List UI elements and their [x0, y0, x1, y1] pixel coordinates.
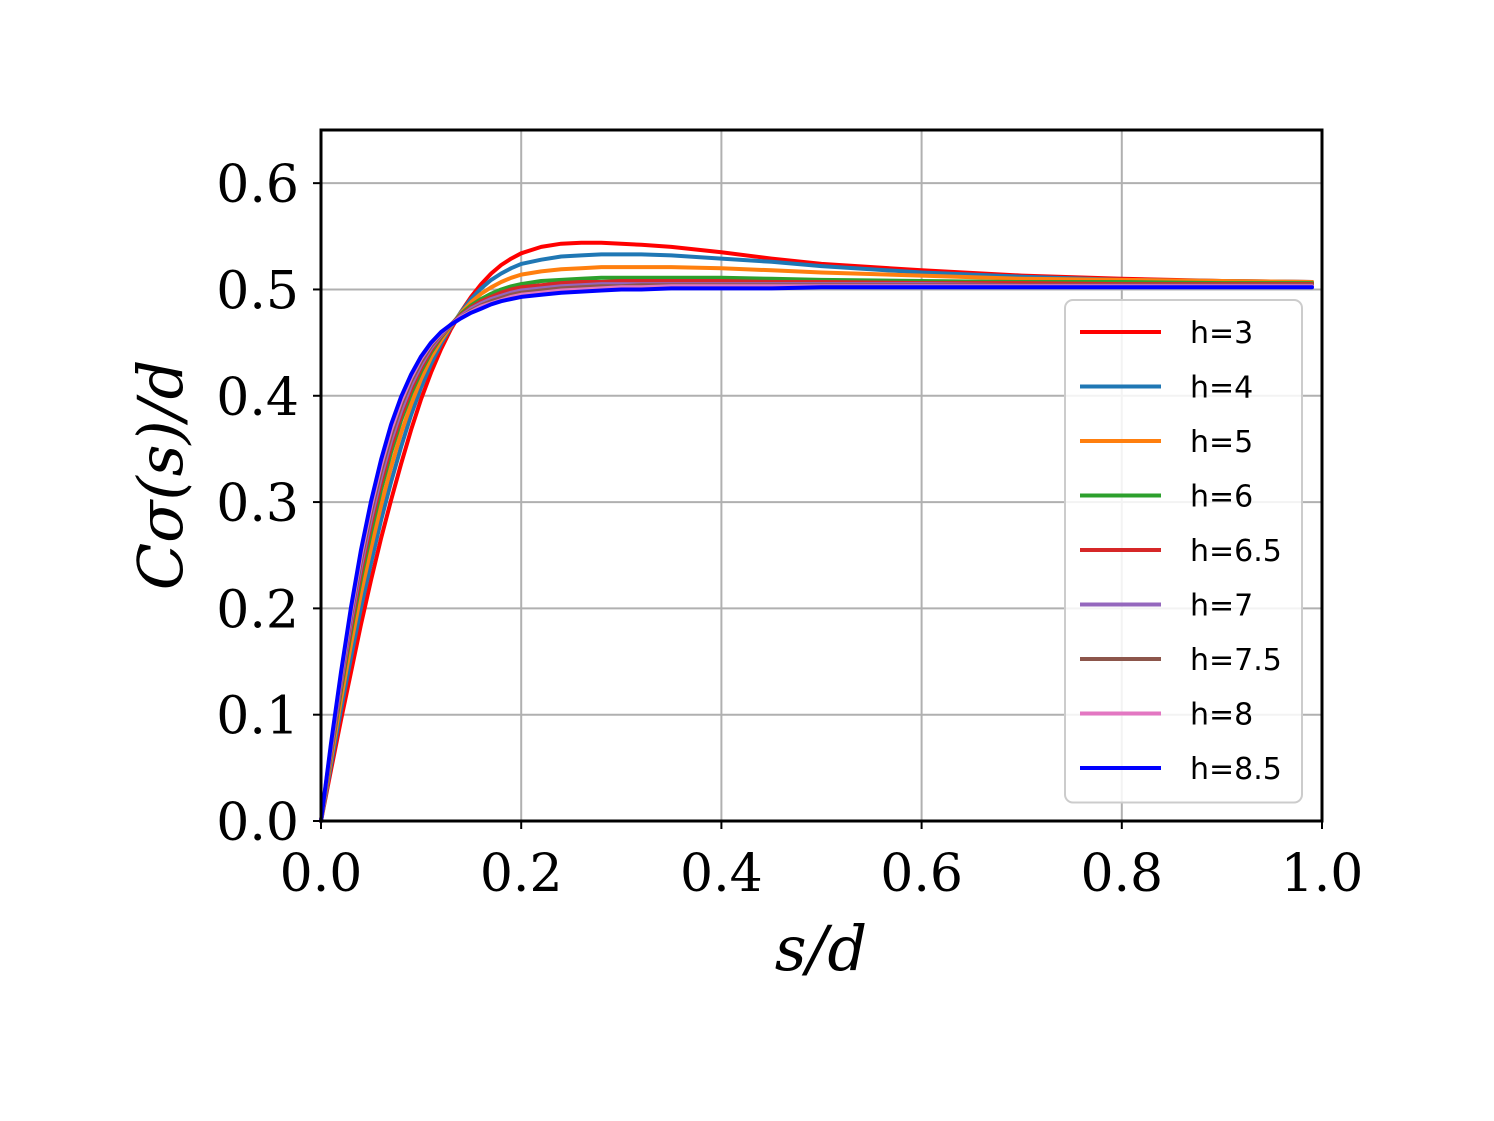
y-tick-label: 0.4 [216, 368, 299, 428]
x-tick-label: 0.4 [680, 844, 763, 904]
x-axis-label: s/d [775, 912, 867, 985]
y-tick-label: 0.2 [216, 580, 299, 640]
legend-label: h=6.5 [1190, 534, 1282, 569]
y-tick-label: 0.6 [216, 155, 299, 215]
y-tick-label: 0.3 [216, 474, 299, 534]
series-line-h-3 [319, 240, 1314, 823]
y-tick-label: 0.0 [216, 793, 299, 853]
legend-box [1064, 299, 1303, 804]
legend-label: h=7 [1190, 589, 1253, 624]
legend-label: h=7.5 [1190, 643, 1282, 678]
series-line-h-4 [319, 252, 1314, 823]
x-tick-label: 0.2 [480, 844, 563, 904]
legend-label: h=8 [1190, 698, 1253, 733]
legend: h=3 h=4 h=5 h=6 h=6.5 h=7 h=7.5 h=8 h=8.5 [1064, 299, 1303, 804]
legend-label: h=6 [1190, 480, 1253, 515]
legend-label: h=4 [1190, 371, 1253, 406]
x-tick-label: 0.0 [280, 844, 363, 904]
legend-label: h=8.5 [1190, 752, 1282, 787]
x-tick-label: 0.6 [880, 844, 963, 904]
legend-label: h=3 [1190, 316, 1253, 351]
series-line-h-8-5 [319, 285, 1314, 823]
y-axis-label: Cσ(s)/d [124, 360, 197, 591]
x-tick-label: 0.8 [1080, 844, 1163, 904]
legend-label: h=5 [1190, 425, 1253, 460]
axis-ticks: 0.0 0.2 0.4 0.6 0.8 1.0 0.0 0.1 0.2 0.3 0.4 0.5 0.6 [216, 155, 1363, 904]
x-tick-label: 1.0 [1281, 844, 1364, 904]
y-tick-label: 0.1 [216, 687, 299, 747]
plot-frame [319, 128, 1324, 823]
series-line-h-5 [319, 265, 1314, 823]
series-lines [319, 240, 1314, 823]
y-tick-label: 0.5 [216, 261, 299, 321]
